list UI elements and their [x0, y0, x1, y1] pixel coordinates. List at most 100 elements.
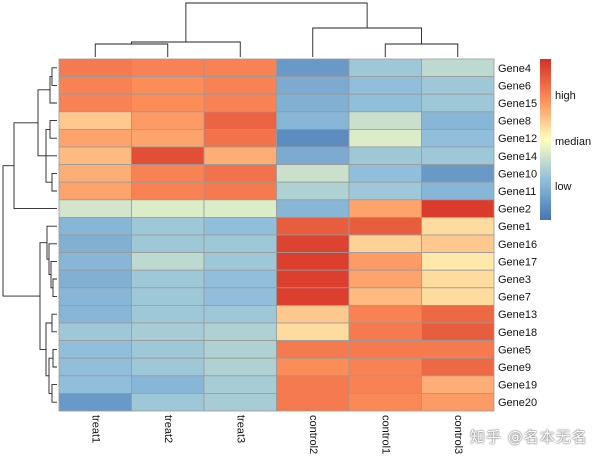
row-label: Gene14 — [498, 151, 537, 163]
heatmap-cell — [276, 357, 350, 377]
column-label: control1 — [379, 415, 391, 454]
heatmap-cell — [203, 269, 277, 289]
heatmap-cell — [58, 322, 132, 342]
heatmap-cell — [421, 216, 495, 236]
column-label: control3 — [452, 415, 464, 454]
legend-color-bar — [540, 59, 551, 220]
heatmap-cell — [131, 287, 205, 306]
heatmap-cell — [203, 181, 277, 201]
heatmap-cell — [58, 304, 132, 324]
heatmap-cell — [58, 287, 132, 306]
heatmap-cell — [348, 287, 422, 306]
heatmap-cell — [131, 128, 205, 148]
heatmap-cell — [421, 322, 495, 342]
heatmap-cell — [131, 375, 205, 394]
heatmap-cell — [131, 164, 205, 183]
row-label: Gene1 — [498, 221, 531, 233]
heatmap-cell — [348, 181, 422, 201]
dendrogram-branch — [384, 43, 459, 57]
heatmap-cell — [58, 199, 132, 218]
heatmap-cell — [276, 234, 350, 254]
heatmap-cell — [58, 93, 132, 113]
heatmap-cell — [58, 76, 132, 95]
heatmap-cell — [421, 234, 495, 254]
heatmap-cell — [131, 181, 205, 201]
heatmap-cell — [276, 322, 350, 342]
heatmap-cell — [276, 392, 350, 412]
heatmap-cell — [348, 392, 422, 412]
dendrogram-branch — [49, 76, 57, 104]
dendrogram-branch — [52, 278, 57, 298]
dendrogram-branch — [48, 243, 57, 276]
heatmap-cell — [203, 375, 277, 394]
heatmap-cell — [348, 146, 422, 166]
column-label: treat2 — [162, 415, 174, 443]
heatmap-cell — [276, 111, 350, 130]
heatmap-cell — [203, 128, 277, 148]
heatmap-cell — [421, 340, 495, 359]
heatmap-cell — [58, 234, 132, 254]
row-label: Gene15 — [498, 98, 537, 110]
column-label: treat3 — [234, 415, 246, 443]
heatmap-cell — [421, 181, 495, 201]
row-label: Gene6 — [498, 80, 531, 92]
heatmap-cell — [131, 252, 205, 271]
heatmap-cell — [421, 392, 495, 412]
row-label: Gene18 — [498, 327, 537, 339]
heatmap-cell — [276, 93, 350, 113]
row-label: Gene10 — [498, 168, 537, 180]
heatmap-cell — [276, 304, 350, 324]
heatmap-cell — [203, 164, 277, 183]
heatmap-cell — [348, 76, 422, 95]
dendrogram-branch — [52, 348, 57, 368]
heatmap-cell — [276, 76, 350, 95]
heatmap-cell — [348, 304, 422, 324]
dendrogram-branch — [50, 260, 57, 289]
heatmap-cell — [421, 252, 495, 271]
heatmap-cell — [276, 287, 350, 306]
row-label: Gene9 — [498, 362, 531, 374]
heatmap-cell — [58, 164, 132, 183]
heatmap-cell — [348, 269, 422, 289]
heatmap-cell — [421, 93, 495, 113]
heatmap-cell — [276, 216, 350, 236]
heatmap-cell — [131, 93, 205, 113]
legend-label-high: high — [555, 90, 576, 102]
heatmap-cell — [348, 357, 422, 377]
legend-label-low: low — [555, 181, 572, 193]
dendrogram-branch — [2, 165, 40, 297]
heatmap-cell — [348, 375, 422, 394]
dendrogram-branch — [37, 89, 50, 157]
heatmap-cell — [131, 146, 205, 166]
heatmap-cell — [203, 199, 277, 218]
heatmap-cell — [348, 340, 422, 359]
heatmap-cell — [348, 164, 422, 183]
dendrogram-branch — [51, 313, 57, 333]
heatmap-cell — [276, 181, 350, 201]
row-label: Gene13 — [498, 309, 537, 321]
row-label: Gene11 — [498, 186, 536, 198]
legend-label-median: median — [555, 136, 591, 148]
heatmap-cell — [203, 146, 277, 166]
dendrogram-branch — [46, 225, 57, 260]
heatmap-cell — [203, 93, 277, 113]
heatmap-cell — [276, 164, 350, 183]
dendrogram-branch — [13, 122, 57, 210]
heatmap-cells — [58, 58, 495, 412]
heatmap-cell — [203, 234, 277, 254]
heatmap-cell — [58, 375, 132, 394]
heatmap-cell — [421, 287, 495, 306]
heatmap-cell — [348, 111, 422, 130]
heatmap-cell — [131, 234, 205, 254]
heatmap-cell — [421, 199, 495, 218]
dendrogram-branch — [312, 27, 422, 57]
row-labels: Gene4 Gene6 Gene15 Gene8 Gene12 Gene14 Gene10 G… — [498, 63, 537, 409]
heatmap-cell — [348, 128, 422, 148]
heatmap-cell — [421, 375, 495, 394]
heatmap-cell — [203, 304, 277, 324]
heatmap-cell — [276, 375, 350, 394]
heatmap-cell — [203, 392, 277, 412]
heatmap-cell — [203, 252, 277, 271]
color-legend: high median low — [540, 59, 591, 220]
